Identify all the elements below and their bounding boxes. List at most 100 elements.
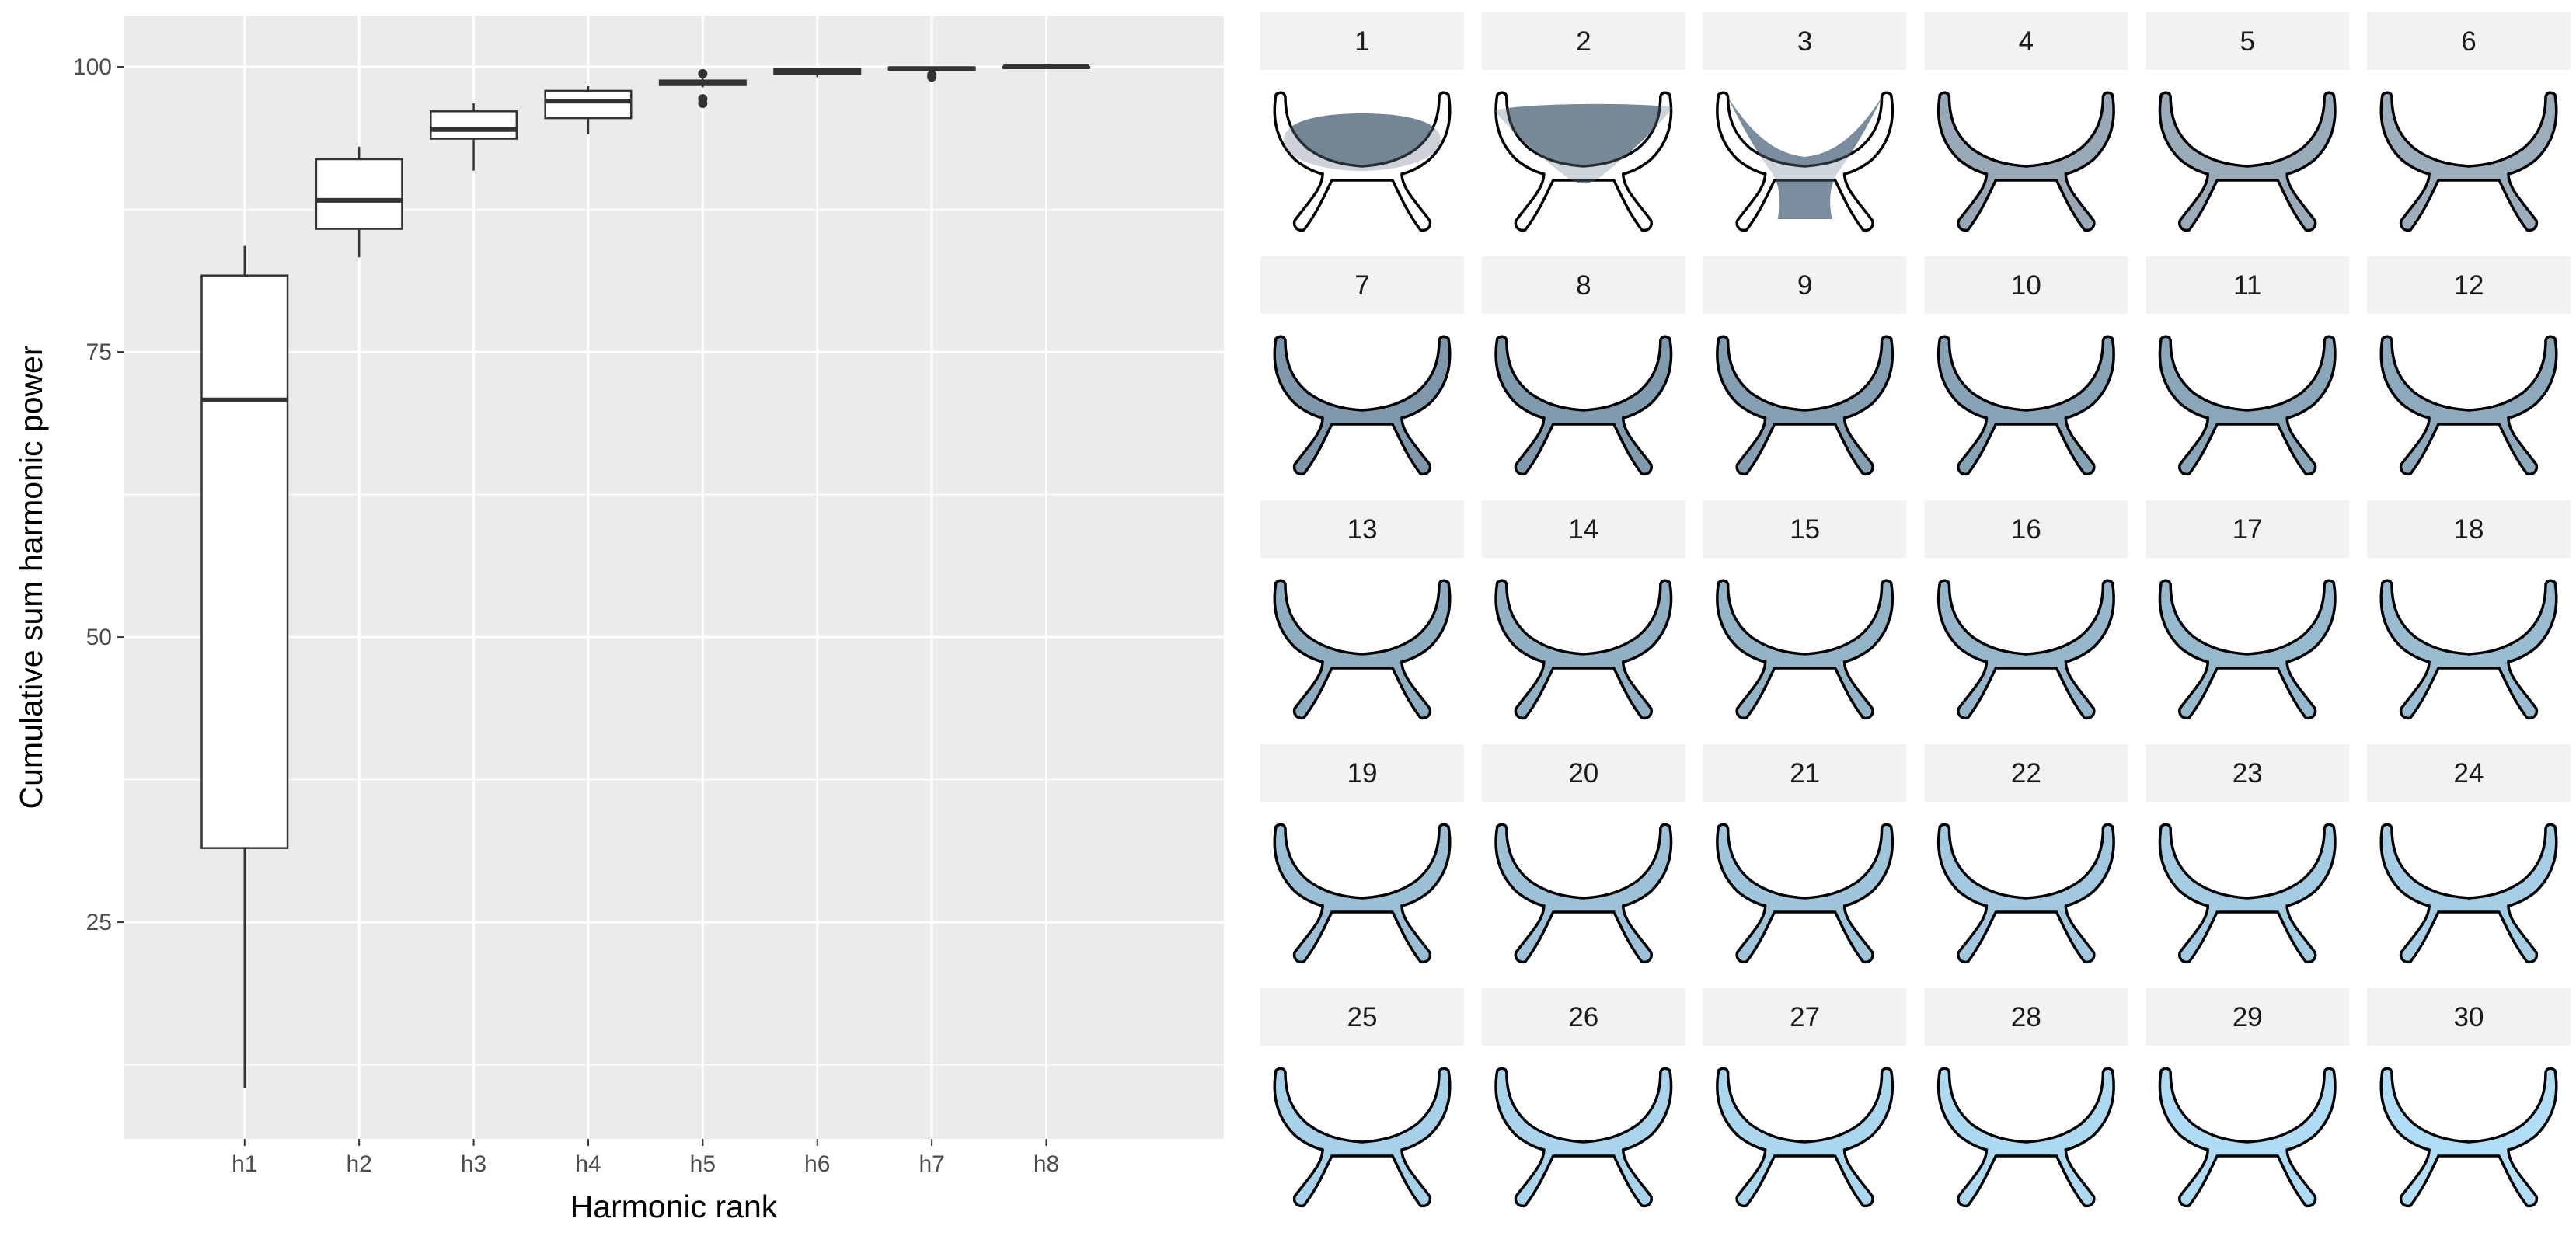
facet-strip (1924, 988, 2128, 1046)
facet-strip-label: 27 (1790, 1002, 1820, 1032)
harmonic-shape (1494, 823, 1673, 964)
harmonic-shape (1936, 579, 2115, 720)
approximation-overlay (1494, 103, 1673, 183)
reconstructed-shape (1716, 823, 1895, 964)
harmonic-shape (1273, 823, 1452, 964)
reconstructed-shape (1936, 823, 2115, 964)
harmonic-shape (1494, 579, 1673, 720)
facet-strip (1260, 12, 1464, 70)
harmonic-shape (2158, 91, 2337, 232)
facet-strip (1481, 500, 1685, 558)
facet-strip-label: 10 (2011, 270, 2041, 301)
harmonic-shape (2379, 823, 2558, 964)
box-iqr (430, 110, 518, 140)
reconstructed-shape (1273, 823, 1452, 964)
y-tick-label: 25 (86, 910, 112, 935)
facet-panel-13: 13 (1260, 500, 1464, 720)
reconstructed-shape (1936, 91, 2115, 232)
box-h2 (315, 146, 403, 258)
facet-panel-11: 11 (2146, 256, 2350, 476)
harmonic-shape (2379, 335, 2558, 476)
facet-panel-15: 15 (1703, 500, 1907, 720)
harmonic-shape (1716, 823, 1895, 964)
reconstructed-shape (2158, 91, 2337, 232)
y-tick-label: 50 (86, 625, 112, 650)
harmonic-shape (1494, 91, 1673, 232)
box-h6 (773, 68, 862, 78)
harmonic-shape (1494, 1067, 1673, 1208)
facet-panel-8: 8 (1481, 256, 1685, 476)
reconstructed-shape (2158, 823, 2337, 964)
x-tick-label: h4 (575, 1151, 601, 1177)
reconstructed-shape (1273, 1067, 1452, 1208)
reconstructed-shape (1716, 579, 1895, 720)
facet-strip-label: 19 (1347, 758, 1378, 789)
facet-strip-label: 1 (1354, 26, 1369, 57)
facet-panel-28: 28 (1924, 988, 2128, 1208)
facet-strip (1924, 256, 2128, 314)
x-tick-label: h2 (346, 1151, 371, 1177)
box-iqr (315, 158, 403, 230)
facet-strip (2367, 12, 2571, 70)
reconstructed-shape (2158, 335, 2337, 476)
harmonic-shape (2379, 1067, 2558, 1208)
facet-strip-label: 8 (1576, 270, 1591, 301)
reconstructed-shape (1936, 335, 2115, 476)
facet-panel-30: 30 (2367, 988, 2571, 1208)
harmonic-shape (1273, 1067, 1452, 1208)
x-axis-ticks: h1 h2 h3 h4 h5 h6 h7 h8 (232, 1139, 1059, 1177)
x-tick-label: h7 (919, 1151, 944, 1177)
facet-strip (1481, 744, 1685, 802)
facet-strip (1924, 744, 2128, 802)
facet-strip-label: 21 (1790, 758, 1820, 789)
facet-panel-20: 20 (1481, 744, 1685, 964)
facet-strip-label: 26 (1568, 1002, 1598, 1032)
harmonic-shape (1273, 335, 1452, 476)
harmonic-shape (1716, 1067, 1895, 1208)
facet-strip (1703, 500, 1907, 558)
facet-panel-25: 25 (1260, 988, 1464, 1208)
x-axis-title: Harmonic rank (570, 1189, 778, 1224)
facet-panel-24: 24 (2367, 744, 2571, 964)
facet-strip (2146, 12, 2350, 70)
facet-panel-27: 27 (1703, 988, 1907, 1208)
harmonic-shape (2379, 579, 2558, 720)
facet-panel-22: 22 (1924, 744, 2128, 964)
facet-strip (1481, 256, 1685, 314)
reconstructed-shape (1936, 1067, 2115, 1208)
facet-strip-label: 23 (2233, 758, 2263, 789)
reconstructed-shape (1716, 1067, 1895, 1208)
facet-strip-label: 9 (1797, 270, 1812, 301)
facet-panel-19: 19 (1260, 744, 1464, 964)
box-h5 (658, 68, 747, 109)
harmonic-shape (2379, 91, 2558, 232)
facet-panel-7: 7 (1260, 256, 1464, 476)
facet-panel-23: 23 (2146, 744, 2350, 964)
facet-strip (1703, 988, 1907, 1046)
facet-strip (1260, 500, 1464, 558)
mean-shape-outline (1494, 91, 1673, 232)
harmonic-shape (2158, 823, 2337, 964)
mean-shape-outline (1273, 91, 1452, 232)
reconstructed-shape (2158, 1067, 2337, 1208)
facet-strip-label: 14 (1568, 514, 1598, 545)
facet-strip (2146, 744, 2350, 802)
y-axis-title: Cumulative sum harmonic power (13, 345, 49, 809)
box-h8 (1002, 64, 1091, 70)
reconstructed-shape (2379, 335, 2558, 476)
facet-strip-label: 6 (2461, 26, 2476, 57)
facet-strip-label: 2 (1576, 26, 1591, 57)
box-iqr (200, 274, 289, 849)
facet-strip-label: 13 (1347, 514, 1378, 545)
facet-strip (2367, 500, 2571, 558)
reconstructed-shape (1716, 335, 1895, 476)
box-iqr (544, 89, 633, 120)
reconstructed-shape (2379, 91, 2558, 232)
facet-panel-14: 14 (1481, 500, 1685, 720)
facet-strip-label: 15 (1790, 514, 1820, 545)
facet-strip (2367, 744, 2571, 802)
facet-panel-16: 16 (1924, 500, 2128, 720)
x-tick-label: h6 (804, 1151, 830, 1177)
harmonic-shape (1494, 335, 1673, 476)
